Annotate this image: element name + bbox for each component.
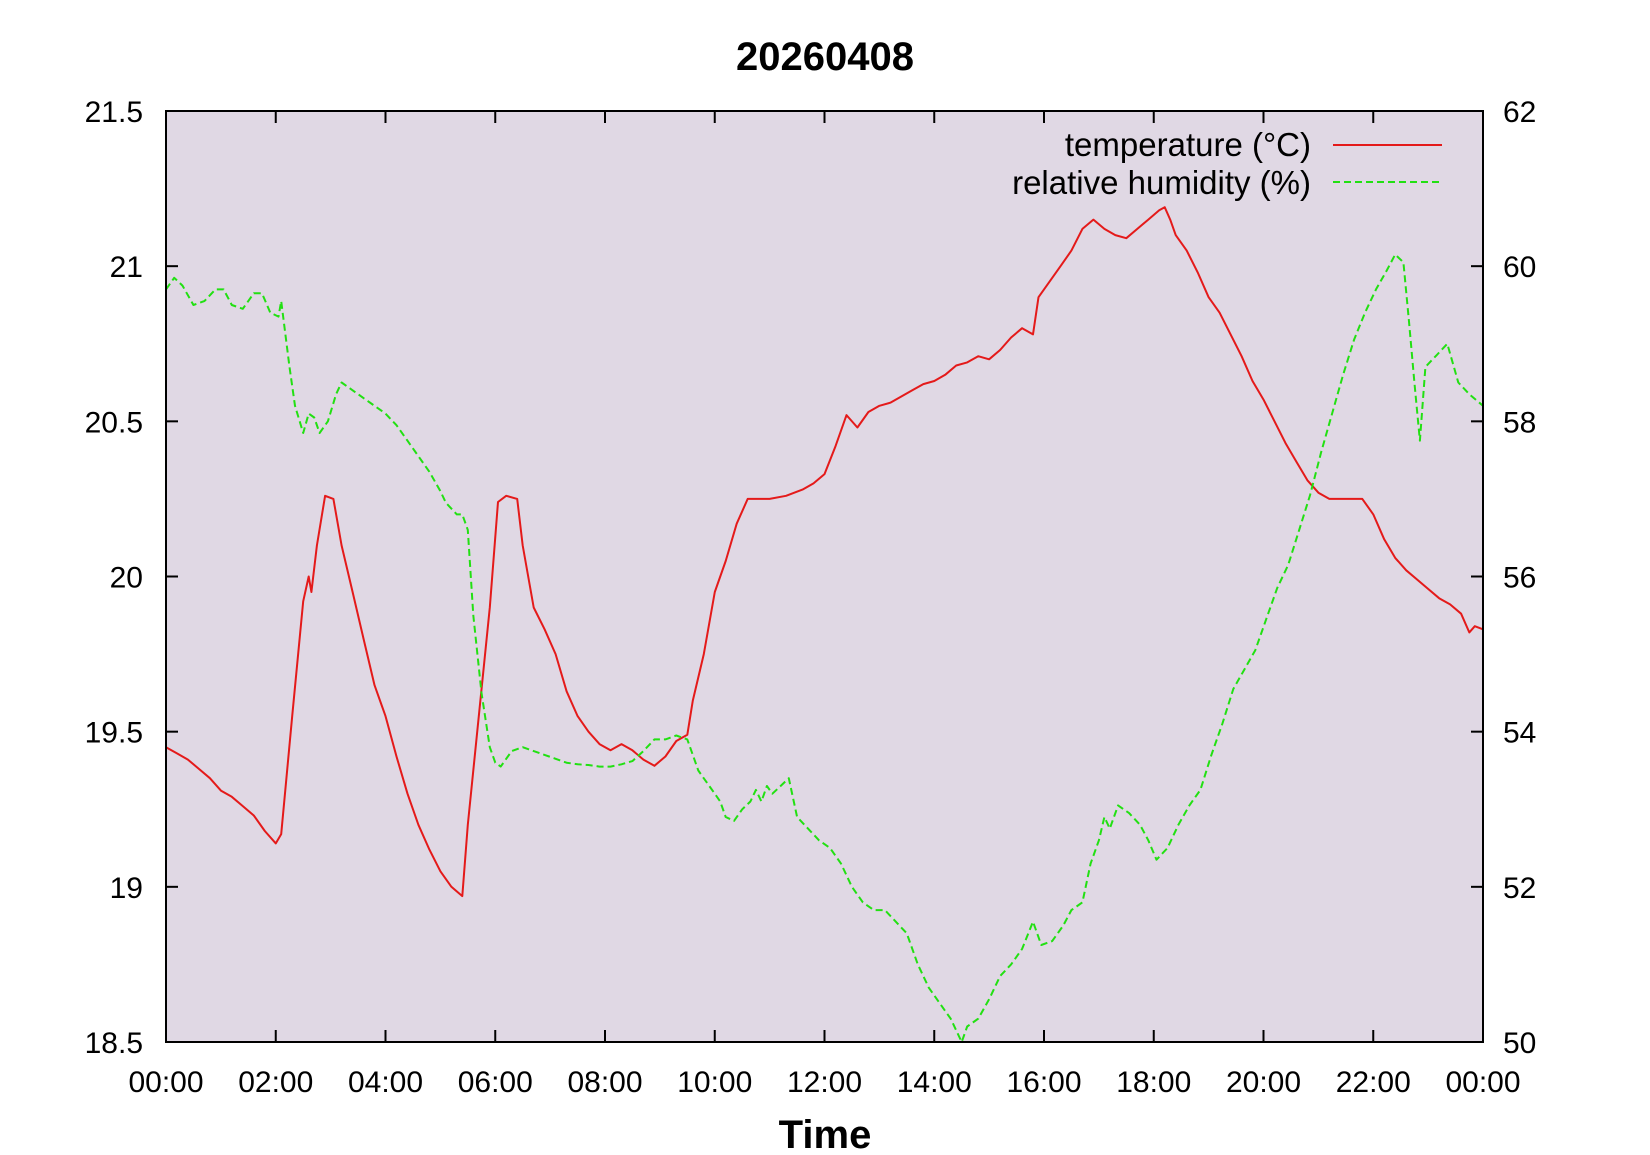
series-layer [165,206,1484,1043]
y2-tick-label: 54 [1503,717,1536,750]
x-tick-label: 02:00 [238,1066,313,1099]
x-axis-label: Time [779,1113,872,1155]
x-tick-label: 00:00 [128,1066,203,1099]
y2-tick-label: 60 [1503,251,1536,284]
y2-tick-label: 58 [1503,406,1536,439]
y-tick-label: 20 [110,562,143,595]
x-tick-label: 14:00 [897,1066,972,1099]
y-tick-label: 19 [110,872,143,905]
x-tick-label: 22:00 [1336,1066,1411,1099]
x-tick-label: 18:00 [1116,1066,1191,1099]
y2-tick-label: 56 [1503,562,1536,595]
x-tick-label: 10:00 [677,1066,752,1099]
plot-area [166,111,1483,1042]
x-tick-label: 08:00 [567,1066,642,1099]
x-tick-label: 12:00 [787,1066,862,1099]
series-line-temperature [165,206,1484,898]
y2-tick-label: 52 [1503,872,1536,905]
ticks-layer: 00:00 02:00 04:00 06:00 08:00 10:00 12:00 14:00… [85,96,1537,1099]
x-tick-label: 20:00 [1226,1066,1301,1099]
y-tick-label: 21.5 [85,96,143,129]
chart-title: 20260408 [736,35,914,79]
series-line-relative-humidity [165,253,1484,1043]
x-tick-label: 00:00 [1445,1066,1520,1099]
legend-label-temperature: temperature (°C) [1065,126,1311,163]
y-tick-label: 20.5 [85,406,143,439]
y2-tick-label: 50 [1503,1027,1536,1060]
y-tick-label: 18.5 [85,1027,143,1060]
y-tick-label: 19.5 [85,717,143,750]
x-tick-label: 06:00 [458,1066,533,1099]
x-tick-label: 16:00 [1006,1066,1081,1099]
legend: temperature (°C) relative humidity (%) [1012,126,1442,201]
x-tick-label: 04:00 [348,1066,423,1099]
y2-tick-label: 62 [1503,96,1536,129]
legend-label-relative-humidity: relative humidity (%) [1012,164,1311,201]
y-tick-label: 21 [110,251,143,284]
